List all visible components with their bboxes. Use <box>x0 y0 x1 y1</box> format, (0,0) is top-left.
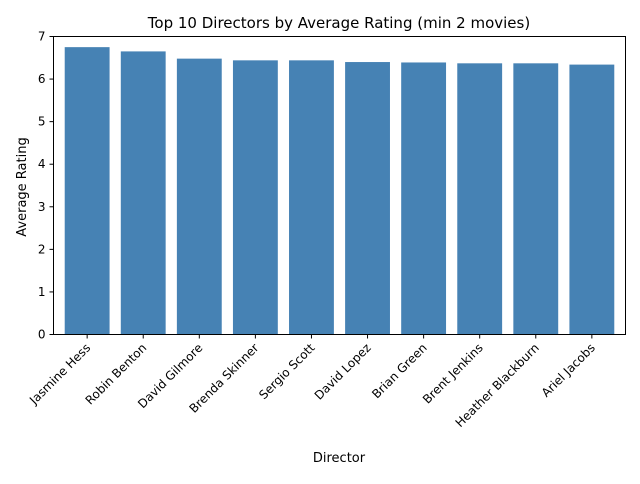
y-tick-label: 7 <box>38 30 46 44</box>
bar-9 <box>513 63 559 335</box>
bars-group <box>64 47 615 335</box>
bar-6 <box>345 62 390 335</box>
bar-4 <box>232 60 278 335</box>
bar-10 <box>569 64 615 335</box>
y-tick-label: 6 <box>38 72 46 86</box>
y-tick-label: 0 <box>38 328 46 342</box>
x-axis-label: Director <box>313 451 366 466</box>
y-tick-label: 2 <box>38 242 46 256</box>
bar-5 <box>289 60 334 335</box>
y-tick-label: 3 <box>38 200 46 214</box>
y-axis: 0 1 2 3 4 5 6 7 <box>38 30 54 342</box>
y-tick-label: 1 <box>38 285 46 299</box>
bar-2 <box>120 51 166 335</box>
bar-8 <box>457 63 503 335</box>
y-tick-label: 5 <box>38 115 46 129</box>
plot-frame <box>53 36 626 335</box>
chart-title: Top 10 Directors by Average Rating (min … <box>147 14 530 32</box>
bar-7 <box>401 62 447 335</box>
bar-3 <box>176 58 222 335</box>
y-axis-label: Average Rating <box>15 137 30 236</box>
bar-1 <box>64 47 110 335</box>
y-tick-label: 4 <box>38 157 46 171</box>
